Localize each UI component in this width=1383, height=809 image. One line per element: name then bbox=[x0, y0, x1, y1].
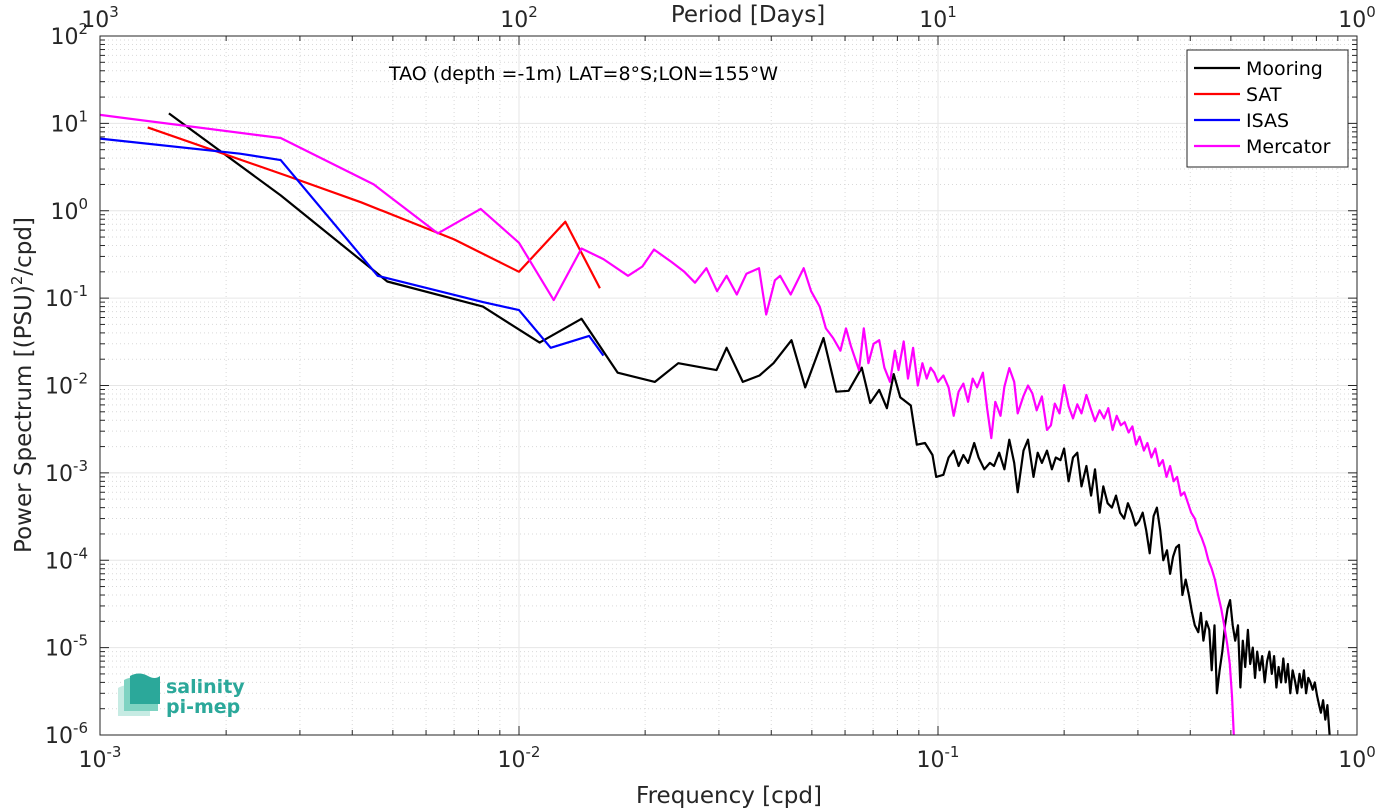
y-axis-label: Power Spectrum [(PSU)2/cpd] bbox=[8, 217, 37, 553]
y-tick-label: 101 bbox=[50, 107, 88, 137]
y-tick-label: 10-1 bbox=[45, 282, 88, 312]
tick-labels: 10-3 103 10-2 102 10-1 101 100 100 102 101 100 10-1… bbox=[45, 3, 1376, 773]
salinity-pi-mep-logo: salinity pi-mep bbox=[118, 673, 245, 718]
legend-label-mooring: Mooring bbox=[1246, 58, 1323, 80]
y-tick-label: 10-5 bbox=[45, 632, 88, 662]
top-tick-label: 103 bbox=[81, 3, 119, 33]
series-line-isas bbox=[100, 137, 605, 357]
legend: Mooring SAT ISAS Mercator bbox=[1186, 49, 1349, 168]
logo-waves-icon bbox=[118, 673, 160, 716]
logo-text-salinity: salinity bbox=[166, 676, 245, 698]
y-tick-label: 10-4 bbox=[45, 544, 88, 574]
logo-text-pi-mep: pi-mep bbox=[166, 696, 240, 718]
legend-label-mercator: Mercator bbox=[1246, 136, 1331, 158]
legend-label-isas: ISAS bbox=[1246, 110, 1289, 132]
top-axis-label: Period [Days] bbox=[671, 2, 825, 28]
x-tick-label: 10-3 bbox=[79, 743, 122, 773]
y-tick-label: 10-2 bbox=[45, 370, 88, 400]
x-tick-label: 10-1 bbox=[917, 743, 960, 773]
series-line-sat bbox=[147, 126, 601, 289]
top-tick-label: 101 bbox=[919, 3, 957, 33]
series-line-mercator bbox=[100, 113, 1235, 735]
y-tick-label: 102 bbox=[50, 20, 88, 50]
chart-annotation: TAO (depth =-1m) LAT=8°S;LON=155°W bbox=[388, 63, 778, 85]
x-tick-label: 10-2 bbox=[498, 743, 541, 773]
y-tick-label: 10-3 bbox=[45, 457, 88, 487]
series-line-mooring bbox=[168, 112, 1331, 735]
tick-marks bbox=[99, 35, 1358, 736]
legend-box bbox=[1186, 49, 1349, 168]
y-tick-label: 100 bbox=[50, 195, 88, 225]
top-tick-label: 102 bbox=[500, 3, 538, 33]
y-tick-label: 10-6 bbox=[45, 719, 88, 749]
legend-items: Mooring SAT ISAS Mercator bbox=[1194, 58, 1331, 158]
x-axis-label: Frequency [cpd] bbox=[636, 783, 822, 809]
top-tick-label: 100 bbox=[1338, 3, 1376, 33]
legend-label-sat: SAT bbox=[1246, 84, 1282, 106]
minor-grid bbox=[100, 36, 1357, 735]
series-layer bbox=[100, 112, 1331, 735]
x-tick-label: 100 bbox=[1338, 743, 1376, 773]
